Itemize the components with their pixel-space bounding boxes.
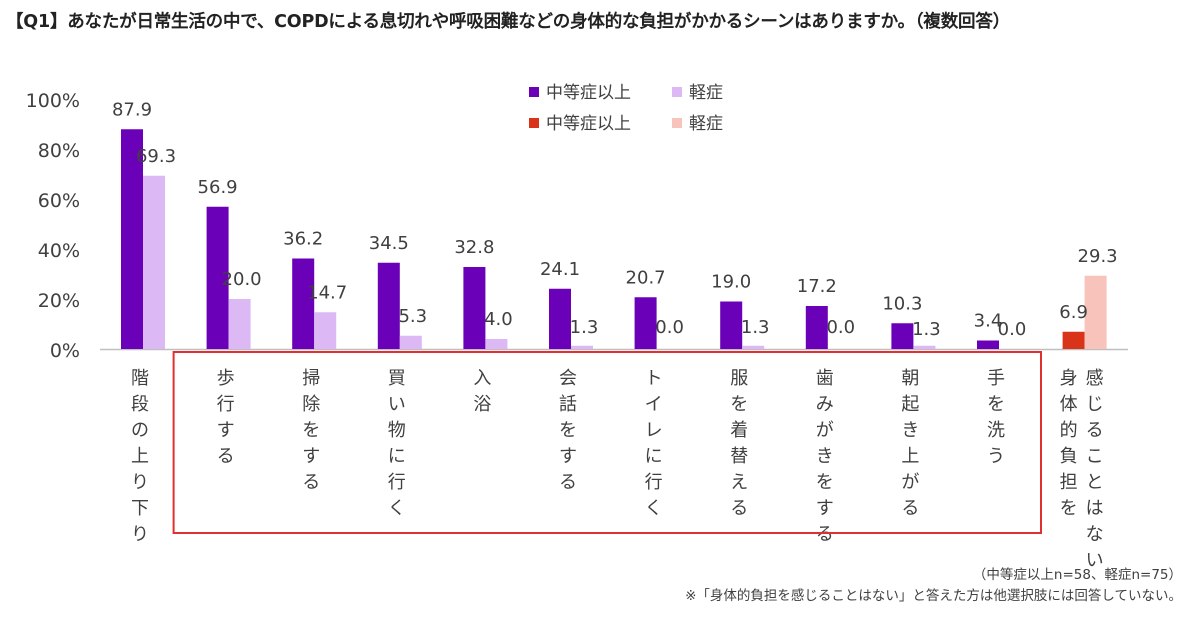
data-label-mild: 20.0 [222,269,262,290]
chart-title: 【Q1】あなたが日常生活の中で、COPDによる息切れや呼吸困難などの身体的な負担… [6,12,1010,32]
footnote: ※「身体的負担を感じることはない」と答えた方は他選択肢には回答していない。 [685,588,1182,604]
bar-mild [314,312,337,349]
data-label-moderate: 24.1 [540,259,580,280]
data-label-moderate: 6.9 [1059,302,1088,323]
category-label: 階段の上り下り [131,368,149,545]
bar-mild [742,345,765,349]
bar-moderate [977,340,999,349]
category-label: 感じることはない [1086,368,1104,571]
data-label-mild: 29.3 [1078,246,1118,267]
bar-mild [913,345,936,349]
bar-mild [485,339,508,349]
bar-moderate [377,262,400,349]
data-label-moderate: 56.9 [198,177,238,198]
legend-swatch [529,87,539,97]
category-label: 朝起き上がる [901,368,919,519]
sample-size-note: （中等症以上n=58、軽症n=75） [972,567,1182,583]
bar-moderate [549,288,571,349]
data-label-mild: 1.3 [912,319,941,340]
data-label-moderate: 32.8 [454,237,494,258]
bar-moderate [292,258,315,349]
category-label: 歩行する [217,368,235,467]
data-label-mild: 5.3 [398,306,427,327]
legend-swatch [529,118,539,128]
legend-label: 軽症 [689,83,723,103]
bar-mild [571,345,593,349]
data-label-mild: 1.3 [741,317,770,338]
data-label-moderate: 36.2 [283,229,323,250]
bar-moderate [463,267,486,349]
bar-mild [143,175,165,349]
category-label: 買い物に行く [388,368,406,519]
legend-swatch [672,118,682,128]
data-label-moderate: 19.0 [711,272,751,293]
y-tick-label: 0% [50,340,80,362]
category-label: トイレに行く [645,368,663,519]
bar-moderate [720,301,743,349]
y-tick-label: 100% [26,90,80,112]
data-label-mild: 4.0 [484,309,513,330]
category-label: 手を洗う [987,368,1005,467]
data-label-mild: 0.0 [998,319,1027,340]
category-label: 入浴 [473,368,491,415]
legend-label: 中等症以上 [546,83,631,103]
data-label-mild: 1.3 [570,317,599,338]
data-label-mild: 0.0 [655,317,684,338]
data-label-mild: 14.7 [307,282,347,303]
bar-mild [399,335,422,349]
bar-moderate [206,206,229,349]
data-label-moderate: 10.3 [882,293,922,314]
bar-moderate [634,297,657,349]
legend-label: 軽症 [689,114,723,134]
y-tick-label: 80% [38,140,80,162]
category-label: 身体的負担を [1060,368,1078,519]
legend-label: 中等症以上 [546,114,631,134]
y-tick-label: 20% [38,290,80,312]
bar-mild [1084,275,1107,349]
data-label-mild: 69.3 [136,146,176,167]
bar-mild [228,299,251,349]
data-label-moderate: 3.4 [974,311,1003,332]
legend-swatch [672,87,682,97]
category-label: 会話をする [559,368,577,493]
bar-moderate [891,323,914,349]
bar-moderate [1062,331,1085,349]
category-label: 掃除をする [302,368,320,493]
data-label-moderate: 87.9 [112,99,152,120]
bar-moderate [805,306,828,349]
data-label-moderate: 20.7 [626,267,666,288]
data-label-mild: 0.0 [826,317,855,338]
category-label: 服を着替える [730,368,748,519]
data-label-moderate: 34.5 [369,233,409,254]
bar-moderate [121,129,143,349]
y-tick-label: 40% [38,240,80,262]
category-label: 歯みがきをする [816,368,834,545]
highlight-box [172,351,1043,534]
y-tick-label: 60% [38,190,80,212]
data-label-moderate: 17.2 [797,276,837,297]
